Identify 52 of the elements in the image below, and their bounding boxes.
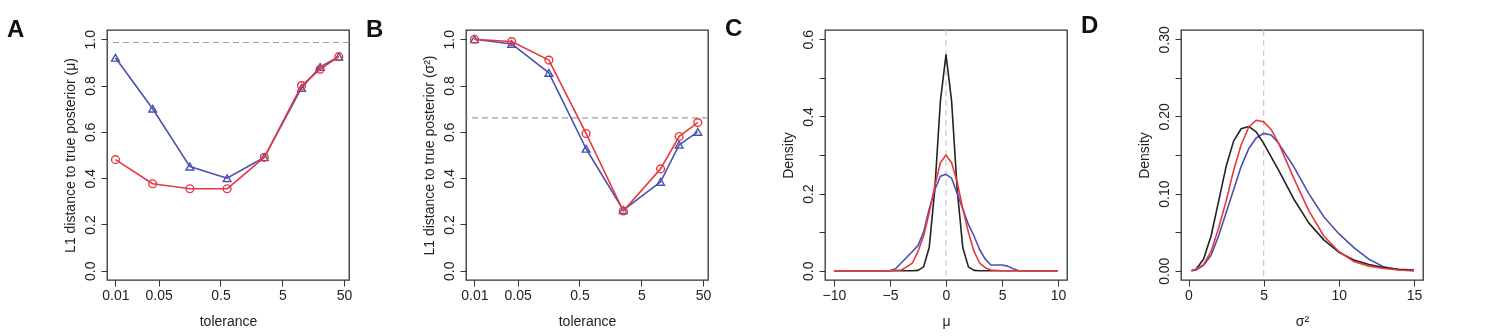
- x-axis-title: tolerance: [199, 312, 258, 329]
- y-tick-label: 0.20: [1155, 103, 1172, 131]
- y-tick-label: 0.4: [440, 168, 457, 189]
- x-tick-label: 0: [942, 286, 951, 303]
- x-tick-label: 10: [1050, 286, 1067, 303]
- x-tick-label: 50: [336, 286, 353, 303]
- x-tick-label: 15: [1406, 286, 1423, 303]
- x-tick-label: 5: [278, 286, 287, 303]
- line-series: [833, 154, 1059, 272]
- x-tick-label: 5: [998, 286, 1007, 303]
- x-tick-label: 0.5: [211, 286, 231, 303]
- y-tick-label: 0.4: [799, 106, 816, 127]
- x-tick-label: 50: [695, 286, 712, 303]
- y-tick-label: 0.8: [81, 76, 98, 96]
- y-tick-label: 1.0: [440, 29, 457, 50]
- y-tick-label: 0.0: [81, 261, 98, 281]
- x-axis-title: tolerance: [558, 312, 617, 329]
- y-axis-title: Density: [779, 132, 796, 179]
- x-tick-label: 0.01: [102, 286, 130, 303]
- y-tick-label: 0.2: [440, 215, 457, 235]
- x-tick-label: 10: [1331, 286, 1348, 303]
- x-tick-label: 5: [1260, 286, 1269, 303]
- y-tick-label: 0.8: [440, 76, 457, 96]
- y-axis-title: L1 distance to true posterior (σ²): [420, 55, 437, 256]
- x-tick-label: 0.05: [145, 286, 173, 303]
- y-tick-label: 0.0: [440, 261, 457, 281]
- y-tick-label: 0.2: [799, 184, 816, 204]
- y-axis-title: L1 distance to true posterior (μ): [61, 58, 78, 253]
- y-tick-label: 1.0: [81, 29, 98, 50]
- x-tick-label: 5: [637, 286, 646, 303]
- x-tick-label: −10: [822, 286, 847, 303]
- x-tick-label: 0: [1185, 286, 1194, 303]
- chart-title: D: [1081, 10, 1099, 38]
- y-tick-label: 0.30: [1155, 25, 1172, 54]
- y-tick-label: 0.6: [81, 122, 98, 143]
- y-tick-label: 0.4: [81, 168, 98, 189]
- y-tick-label: 0.00: [1155, 257, 1172, 285]
- x-axis-title: σ²: [1295, 312, 1310, 329]
- y-tick-label: 0.10: [1155, 180, 1172, 208]
- chart-title: B: [366, 14, 384, 42]
- y-tick-label: 0.6: [440, 122, 457, 143]
- x-tick-label: 0.05: [504, 286, 532, 303]
- y-tick-label: 0.6: [799, 29, 816, 50]
- x-axis-title: μ: [942, 312, 951, 329]
- y-tick-label: 0.2: [81, 215, 98, 235]
- x-tick-label: −5: [882, 286, 899, 303]
- y-axis-title: Density: [1135, 132, 1152, 179]
- y-tick-label: 0.0: [799, 261, 816, 281]
- x-tick-label: 0.5: [570, 286, 590, 303]
- chart-title: C: [725, 14, 743, 42]
- chart-title: A: [7, 14, 25, 42]
- x-tick-label: 0.01: [461, 286, 489, 303]
